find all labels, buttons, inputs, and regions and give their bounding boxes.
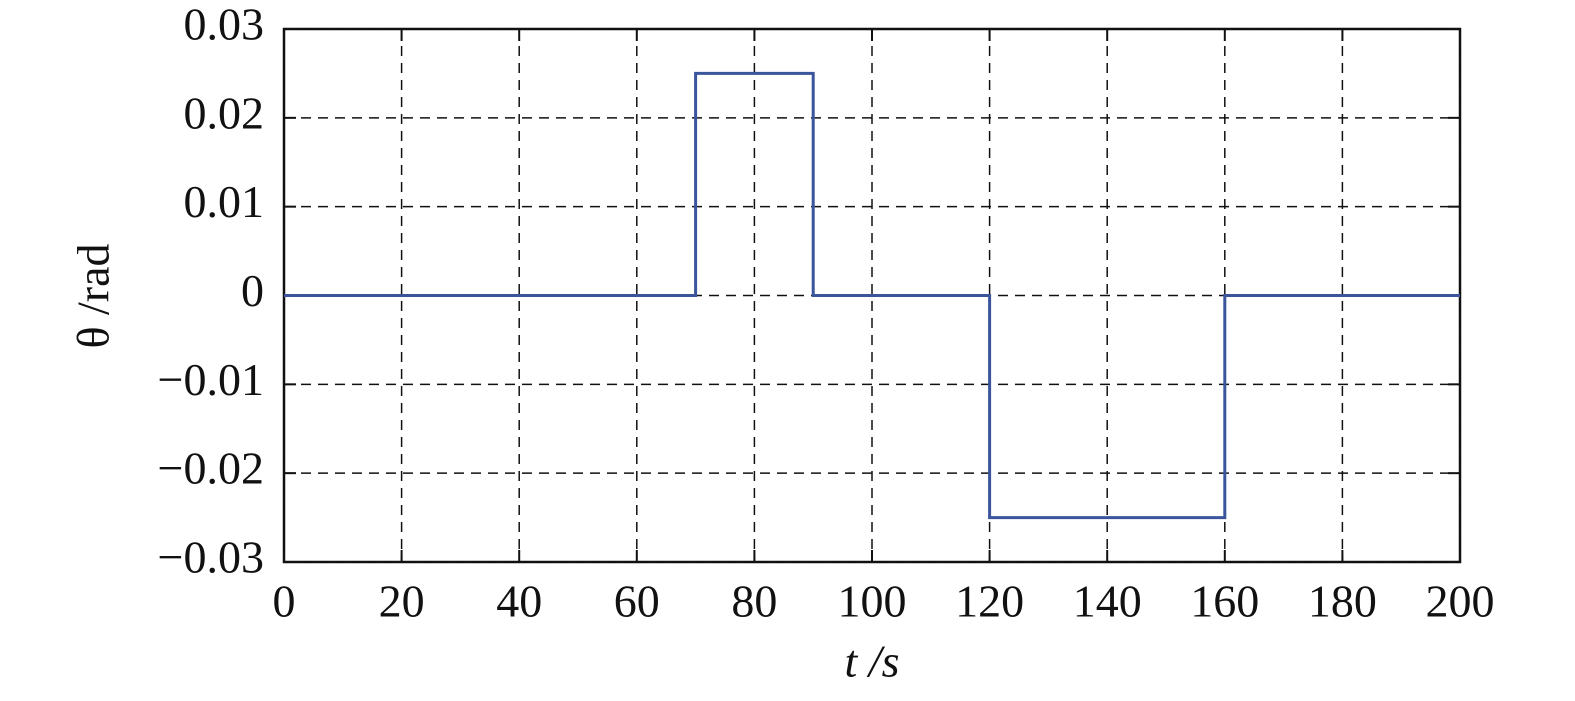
x-tick-label: 200 — [1426, 576, 1495, 627]
x-axis-label: t /s — [845, 636, 900, 687]
y-tick-label: 0.03 — [184, 0, 265, 50]
x-tick-label: 180 — [1308, 576, 1377, 627]
x-tick-label: 0 — [273, 576, 296, 627]
data-line — [284, 71, 1460, 520]
x-tick-label: 100 — [838, 576, 907, 627]
x-tick-label: 20 — [379, 576, 425, 627]
x-tick-label: 80 — [731, 576, 777, 627]
y-tick-label: 0 — [241, 265, 264, 316]
x-tick-label: 160 — [1190, 576, 1259, 627]
y-tick-label: 0.02 — [184, 87, 265, 138]
y-tick-label: 0.01 — [184, 176, 265, 227]
y-tick-label: −0.01 — [158, 354, 264, 405]
y-tick-label: −0.02 — [158, 443, 264, 494]
y-tick-label: −0.03 — [158, 532, 264, 583]
x-tick-label: 140 — [1073, 576, 1142, 627]
x-tick-label: 120 — [955, 576, 1024, 627]
x-tick-label: 40 — [496, 576, 542, 627]
x-tick-label: 60 — [614, 576, 660, 627]
y-axis-label: θ /rad — [68, 243, 119, 348]
